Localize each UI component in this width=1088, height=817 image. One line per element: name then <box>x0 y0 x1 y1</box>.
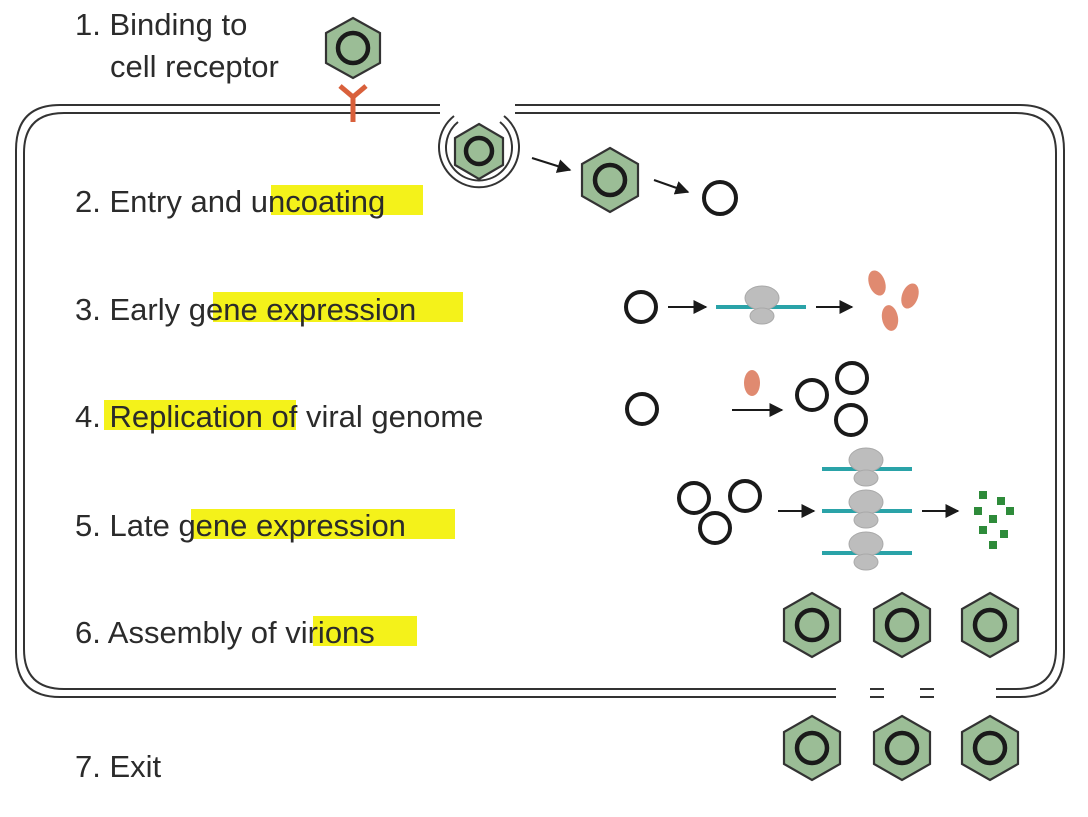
step-6-label: 6. Assembly of virions <box>75 615 417 650</box>
arrow <box>531 157 572 173</box>
ribosome-translation <box>716 285 806 325</box>
svg-text:6. Assembly of virions: 6. Assembly of virions <box>75 615 375 650</box>
svg-text:cell receptor: cell receptor <box>110 49 279 84</box>
viral-genome <box>625 392 659 426</box>
svg-text:1. Binding to: 1. Binding to <box>75 7 247 42</box>
endocytic-vesicle <box>438 115 520 189</box>
step-2-label: 2. Entry and uncoating <box>75 184 423 219</box>
svg-text:2. Entry and uncoating: 2. Entry and uncoating <box>75 184 385 219</box>
step-7-label: 7. Exit <box>75 749 162 784</box>
viral-genome <box>624 290 658 324</box>
virion-binding <box>324 16 382 80</box>
highlight-virions <box>313 616 417 646</box>
svg-text:3. Early gene expression: 3. Early gene expression <box>75 292 416 327</box>
genome-copies <box>677 479 762 545</box>
assembled-virions <box>782 591 1020 659</box>
highlight-gene-expression <box>191 509 455 539</box>
step-1-label: 1. Binding to cell receptor <box>75 7 279 84</box>
polyribosomes <box>822 447 912 571</box>
highlight-gene-expression <box>213 292 463 322</box>
step-3-label: 3. Early gene expression <box>75 292 463 327</box>
highlight-uncoating <box>271 185 423 215</box>
viral-genome <box>702 180 738 216</box>
svg-text:5. Late gene expression: 5. Late gene expression <box>75 508 406 543</box>
svg-text:4. Replication of viral genome: 4. Replication of viral genome <box>75 399 483 434</box>
early-proteins <box>868 270 919 331</box>
replicated-genomes <box>795 361 869 437</box>
svg-text:7. Exit: 7. Exit <box>75 749 162 784</box>
early-protein <box>744 370 760 396</box>
cell-receptor <box>338 84 368 122</box>
cell-membrane <box>15 104 1065 698</box>
exiting-virions <box>782 714 1020 782</box>
step-4-label: 4. Replication of viral genome <box>75 399 483 434</box>
highlight-replication <box>104 400 296 430</box>
virion-uncoating <box>580 146 640 214</box>
arrow <box>653 179 690 195</box>
capsid-proteins <box>974 491 1014 549</box>
step-5-label: 5. Late gene expression <box>75 508 455 543</box>
